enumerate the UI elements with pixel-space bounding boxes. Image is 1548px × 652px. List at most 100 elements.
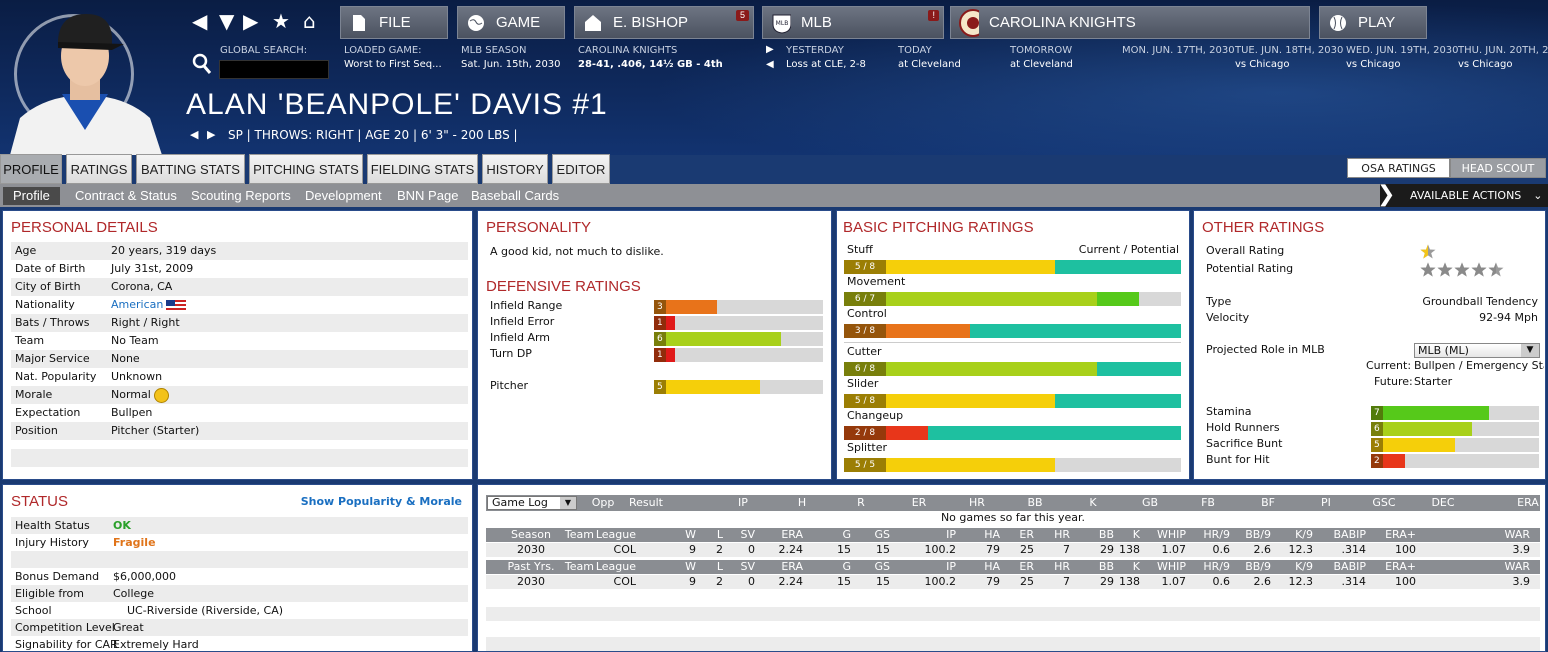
- stats-column-header[interactable]: BABIP: [1333, 560, 1367, 573]
- stats-column-header[interactable]: WHIP: [1156, 528, 1186, 541]
- show-popularity-morale-link[interactable]: Show Popularity & Morale: [300, 495, 462, 508]
- forward-arrow-icon[interactable]: ▶: [243, 9, 259, 33]
- league-menu-button[interactable]: MLB MLB !: [762, 6, 944, 39]
- star-icon[interactable]: ★: [272, 9, 290, 33]
- stats-column-header[interactable]: Team: [564, 560, 594, 573]
- gamelog-column-header[interactable]: IP: [738, 496, 748, 509]
- gamelog-column-header[interactable]: ERA: [1517, 496, 1539, 509]
- stats-column-header[interactable]: ERA: [781, 560, 803, 573]
- subtab-contract-status[interactable]: Contract & Status: [75, 188, 177, 203]
- gamelog-column-header[interactable]: Result: [629, 496, 663, 509]
- day2-game[interactable]: vs Chicago: [1235, 59, 1290, 70]
- stats-column-header[interactable]: League: [595, 528, 636, 541]
- stats-column-header[interactable]: K/9: [1295, 528, 1313, 541]
- stats-column-header[interactable]: HR/9: [1203, 528, 1230, 541]
- stats-column-header[interactable]: SV: [740, 528, 755, 541]
- loaded-game-value[interactable]: Worst to First Seq...: [344, 59, 442, 70]
- dropdown-arrow-icon[interactable]: ▼: [219, 9, 235, 33]
- gamelog-column-header[interactable]: ER: [911, 496, 927, 509]
- stats-column-header[interactable]: HR: [1054, 560, 1070, 573]
- detail-value[interactable]: American: [111, 298, 164, 311]
- stats-column-header[interactable]: BB/9: [1245, 528, 1271, 541]
- today-game[interactable]: at Cleveland: [898, 59, 961, 70]
- head-scout-toggle[interactable]: HEAD SCOUT: [1450, 158, 1546, 178]
- stats-column-header[interactable]: BB/9: [1245, 560, 1271, 573]
- gamelog-column-header[interactable]: FB: [1201, 496, 1215, 509]
- gamelog-column-header[interactable]: BF: [1261, 496, 1275, 509]
- stats-column-header[interactable]: WAR: [1504, 528, 1530, 541]
- stats-column-header[interactable]: GS: [874, 560, 890, 573]
- stats-column-header[interactable]: W: [685, 528, 696, 541]
- stats-column-header[interactable]: HA: [984, 560, 1000, 573]
- yesterday-result[interactable]: Loss at CLE, 2-8: [786, 59, 866, 70]
- gamelog-column-header[interactable]: DEC: [1431, 496, 1455, 509]
- gamelog-column-header[interactable]: BB: [1027, 496, 1043, 509]
- stats-column-header[interactable]: L: [716, 560, 723, 573]
- gamelog-column-header[interactable]: K: [1089, 496, 1097, 509]
- stats-column-header[interactable]: ERA+: [1385, 528, 1416, 541]
- next-player-icon[interactable]: ▶: [207, 128, 216, 141]
- global-search-input[interactable]: [219, 60, 329, 79]
- stats-column-header[interactable]: IP: [946, 528, 956, 541]
- tab-editor[interactable]: EDITOR: [552, 154, 610, 184]
- projected-role-select[interactable]: MLB (ML) ▼: [1414, 343, 1540, 358]
- stats-column-header[interactable]: L: [716, 528, 723, 541]
- gamelog-column-header[interactable]: R: [857, 496, 865, 509]
- available-actions-button[interactable]: AVAILABLE ACTIONS ⌄: [1380, 184, 1548, 207]
- subtab-bnn-page[interactable]: BNN Page: [397, 188, 459, 203]
- home-icon[interactable]: ⌂: [303, 9, 316, 33]
- gamelog-column-header[interactable]: Opp: [591, 496, 615, 509]
- stats-column-header[interactable]: BB: [1098, 560, 1114, 573]
- stats-column-header[interactable]: WHIP: [1156, 560, 1186, 573]
- day3-game[interactable]: vs Chicago: [1346, 59, 1401, 70]
- stats-column-header[interactable]: ER: [1019, 528, 1034, 541]
- game-menu-button[interactable]: GAME: [457, 6, 565, 39]
- team-menu-button[interactable]: CAROLINA KNIGHTS: [950, 6, 1310, 39]
- stats-column-header[interactable]: HA: [984, 528, 1000, 541]
- stats-column-header[interactable]: Past Yrs.: [507, 560, 555, 573]
- subtab-baseball-cards[interactable]: Baseball Cards: [471, 188, 560, 203]
- stats-column-header[interactable]: G: [842, 560, 851, 573]
- gamelog-column-header[interactable]: H: [797, 496, 807, 509]
- file-menu-button[interactable]: FILE: [340, 6, 448, 39]
- gamelog-column-header[interactable]: PI: [1321, 496, 1331, 509]
- gamelog-select[interactable]: Game Log ▼: [487, 496, 577, 510]
- osa-ratings-toggle[interactable]: OSA RATINGS: [1347, 158, 1450, 178]
- stats-column-header[interactable]: SV: [740, 560, 755, 573]
- stats-column-header[interactable]: K: [1132, 528, 1140, 541]
- tomorrow-game[interactable]: at Cleveland: [1010, 59, 1073, 70]
- stats-column-header[interactable]: IP: [946, 560, 956, 573]
- stats-column-header[interactable]: ER: [1019, 560, 1034, 573]
- gamelog-column-header[interactable]: GSC: [1372, 496, 1396, 509]
- subtab-development[interactable]: Development: [305, 188, 382, 203]
- stats-column-header[interactable]: ERA+: [1385, 560, 1416, 573]
- stats-column-header[interactable]: League: [595, 560, 636, 573]
- prev-day-arrow-icon[interactable]: ◀: [766, 59, 774, 70]
- stats-column-header[interactable]: HR: [1054, 528, 1070, 541]
- gamelog-column-header[interactable]: GB: [1141, 496, 1159, 509]
- tab-profile[interactable]: PROFILE: [0, 154, 62, 184]
- tab-ratings[interactable]: RATINGS: [66, 154, 132, 184]
- next-day-arrow-icon[interactable]: ▶: [766, 44, 774, 55]
- search-icon[interactable]: [192, 53, 212, 78]
- stats-column-header[interactable]: G: [842, 528, 851, 541]
- day4-game[interactable]: vs Chicago: [1458, 59, 1513, 70]
- stats-column-header[interactable]: K: [1132, 560, 1140, 573]
- gamelog-column-header[interactable]: HR: [969, 496, 985, 509]
- prev-player-icon[interactable]: ◀: [190, 128, 199, 141]
- stats-column-header[interactable]: Team: [564, 528, 594, 541]
- tab-batting-stats[interactable]: BATTING STATS: [136, 154, 245, 184]
- stats-column-header[interactable]: HR/9: [1203, 560, 1230, 573]
- stats-column-header[interactable]: W: [685, 560, 696, 573]
- tab-pitching-stats[interactable]: PITCHING STATS: [249, 154, 363, 184]
- subtab-scouting-reports[interactable]: Scouting Reports: [191, 188, 291, 203]
- stats-column-header[interactable]: BB: [1098, 528, 1114, 541]
- stats-column-header[interactable]: Season: [511, 528, 551, 541]
- tab-fielding-stats[interactable]: FIELDING STATS: [367, 154, 478, 184]
- manager-menu-button[interactable]: E. BISHOP 5: [574, 6, 754, 39]
- stats-column-header[interactable]: GS: [874, 528, 890, 541]
- play-button[interactable]: PLAY: [1319, 6, 1427, 39]
- stats-column-header[interactable]: ERA: [781, 528, 803, 541]
- stats-column-header[interactable]: WAR: [1504, 560, 1530, 573]
- stats-column-header[interactable]: BABIP: [1333, 528, 1367, 541]
